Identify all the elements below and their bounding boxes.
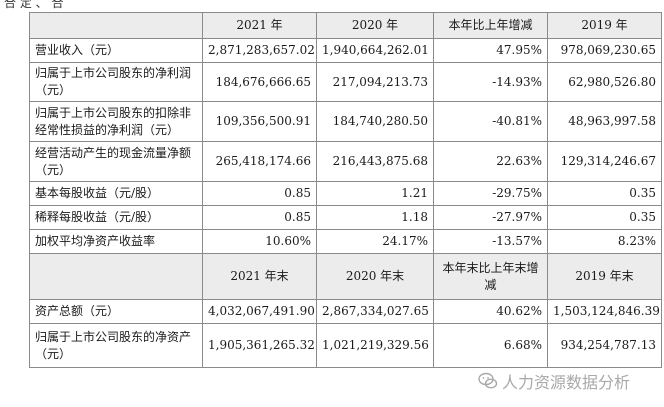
value-2019: 129,314,246.67 — [547, 141, 662, 182]
row-label: 营业收入（元） — [29, 38, 203, 63]
value-change: -13.57% — [433, 229, 548, 254]
header-cell-blank — [29, 12, 203, 39]
watermark: 人力资源数据分析 — [478, 369, 630, 393]
table-row: 营业收入（元） 2,871,283,657.02 1,940,664,262.0… — [29, 38, 662, 63]
value-2020: 1,940,664,262.01 — [316, 38, 434, 63]
value-2021: 184,676,666.65 — [202, 62, 317, 102]
row-label: 经营活动产生的现金流量净额（元） — [29, 141, 203, 182]
row-label: 稀释每股收益（元/股） — [29, 205, 203, 230]
header-cell-change-end: 本年末比上年末增减 — [433, 253, 548, 300]
row-label: 基本每股收益（元/股） — [29, 181, 203, 206]
header-cell-2020: 2020 年 — [316, 12, 434, 39]
value-2019: 978,069,230.65 — [547, 38, 662, 63]
header-cell-blank — [29, 253, 203, 300]
value-2019: 62,980,526.80 — [547, 62, 662, 102]
header-row-year-end: 2021 年末 2020 年末 本年末比上年末增减 2019 年末 — [29, 253, 662, 300]
table-row: 归属于上市公司股东的净利润（元） 184,676,666.65 217,094,… — [29, 62, 662, 102]
row-label: 归属于上市公司股东的净资产（元） — [29, 323, 203, 368]
value-2020: 216,443,875.68 — [316, 141, 434, 182]
row-label: 加权平均净资产收益率 — [29, 229, 203, 254]
value-2021: 109,356,500.91 — [202, 101, 317, 142]
table-row: 稀释每股收益（元/股） 0.85 1.18 -27.97% 0.35 — [29, 205, 662, 230]
value-change: -29.75% — [433, 181, 548, 206]
header-cell-2019-end: 2019 年末 — [547, 253, 662, 300]
financial-table: 2021 年 2020 年 本年比上年增减 2019 年 营业收入（元） 2,8… — [29, 12, 662, 368]
value-2021: 265,418,174.66 — [202, 141, 317, 182]
header-cell-2019: 2019 年 — [547, 12, 662, 39]
value-change: 22.63% — [433, 141, 548, 182]
value-2020: 1.18 — [316, 205, 434, 230]
value-2021: 10.60% — [202, 229, 317, 254]
value-2020: 1,021,219,329.56 — [316, 323, 434, 368]
table-row: 基本每股收益（元/股） 0.85 1.21 -29.75% 0.35 — [29, 181, 662, 206]
value-2020: 1.21 — [316, 181, 434, 206]
value-2021: 4,032,067,491.90 — [202, 299, 317, 324]
value-2021: 0.85 — [202, 205, 317, 230]
header-row-year: 2021 年 2020 年 本年比上年增减 2019 年 — [29, 12, 662, 39]
top-fragment-text: 合 定 、 合 — [4, 0, 64, 10]
header-cell-2021: 2021 年 — [202, 12, 317, 39]
watermark-text: 人力资源数据分析 — [502, 373, 631, 392]
row-label: 归属于上市公司股东的净利润（元） — [29, 62, 203, 102]
header-cell-2021-end: 2021 年末 — [202, 253, 317, 300]
value-2019: 0.35 — [547, 205, 662, 230]
value-change: 40.62% — [433, 299, 548, 324]
value-2020: 184,740,280.50 — [316, 101, 434, 142]
value-2019: 0.35 — [547, 181, 662, 206]
value-2019: 934,254,787.13 — [547, 323, 662, 368]
table-row: 归属于上市公司股东的扣除非经常性损益的净利润（元） 109,356,500.91… — [29, 101, 662, 142]
value-change: -27.97% — [433, 205, 548, 230]
value-2021: 1,905,361,265.32 — [202, 323, 317, 368]
value-2020: 24.17% — [316, 229, 434, 254]
value-change: 47.95% — [433, 38, 548, 63]
wechat-icon — [478, 372, 498, 390]
value-change: 6.68% — [433, 323, 548, 368]
value-2019: 48,963,997.58 — [547, 101, 662, 142]
value-2020: 217,094,213.73 — [316, 62, 434, 102]
table-row: 加权平均净资产收益率 10.60% 24.17% -13.57% 8.23% — [29, 229, 662, 254]
value-2021: 0.85 — [202, 181, 317, 206]
header-cell-2020-end: 2020 年末 — [316, 253, 434, 300]
value-2021: 2,871,283,657.02 — [202, 38, 317, 63]
table-row: 经营活动产生的现金流量净额（元） 265,418,174.66 216,443,… — [29, 141, 662, 182]
table-row: 资产总额（元） 4,032,067,491.90 2,867,334,027.6… — [29, 299, 662, 324]
value-2020: 2,867,334,027.65 — [316, 299, 434, 324]
value-2019: 8.23% — [547, 229, 662, 254]
row-label: 资产总额（元） — [29, 299, 203, 324]
value-change: -14.93% — [433, 62, 548, 102]
header-cell-change: 本年比上年增减 — [433, 12, 548, 39]
value-2019: 1,503,124,846.39 — [547, 299, 662, 324]
value-change: -40.81% — [433, 101, 548, 142]
table-row: 归属于上市公司股东的净资产（元） 1,905,361,265.32 1,021,… — [29, 323, 662, 368]
row-label: 归属于上市公司股东的扣除非经常性损益的净利润（元） — [29, 101, 203, 142]
